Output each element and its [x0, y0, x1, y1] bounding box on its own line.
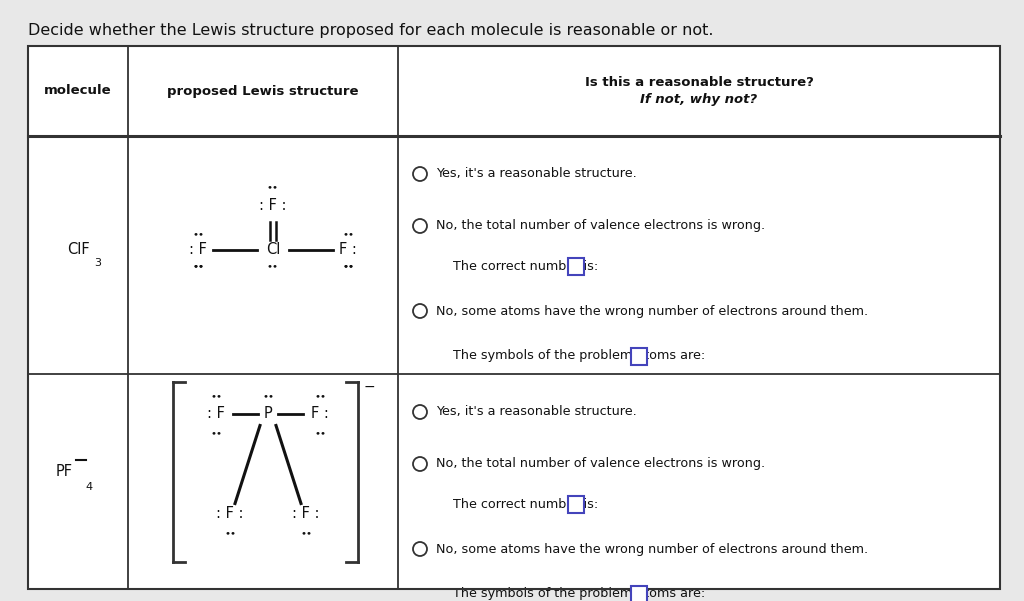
- Text: ••: ••: [342, 263, 354, 272]
- Text: If not, why not?: If not, why not?: [640, 94, 758, 106]
- Text: −: −: [364, 379, 376, 394]
- Bar: [631, 585, 647, 601]
- Text: 4: 4: [85, 481, 92, 492]
- Text: ••: ••: [224, 529, 236, 538]
- Bar: [631, 347, 647, 364]
- Text: The symbols of the problem atoms are:: The symbols of the problem atoms are:: [453, 588, 706, 600]
- Text: P: P: [263, 406, 272, 421]
- Text: : F :: : F :: [259, 198, 287, 213]
- Text: ••: ••: [300, 529, 312, 538]
- Text: ••: ••: [314, 429, 326, 438]
- Text: ••: ••: [210, 429, 222, 438]
- Text: ••: ••: [267, 263, 279, 272]
- Text: ••: ••: [314, 392, 326, 401]
- Bar: [568, 257, 584, 275]
- Text: ••: ••: [267, 183, 279, 192]
- Bar: [568, 495, 584, 513]
- Text: ••: ••: [193, 231, 204, 240]
- Text: : F :: : F :: [292, 506, 319, 521]
- Text: : F :: : F :: [216, 506, 244, 521]
- Text: : F: : F: [189, 242, 207, 257]
- Text: No, some atoms have the wrong number of electrons around them.: No, some atoms have the wrong number of …: [436, 305, 868, 317]
- Text: Decide whether the Lewis structure proposed for each molecule is reasonable or n: Decide whether the Lewis structure propo…: [28, 23, 714, 38]
- Text: No, the total number of valence electrons is wrong.: No, the total number of valence electron…: [436, 457, 765, 471]
- Text: Is this a reasonable structure?: Is this a reasonable structure?: [585, 76, 813, 88]
- Text: Yes, it's a reasonable structure.: Yes, it's a reasonable structure.: [436, 168, 637, 180]
- Text: PF: PF: [56, 464, 73, 479]
- Text: ••: ••: [262, 392, 274, 401]
- Text: Cl: Cl: [266, 242, 281, 257]
- Text: ••: ••: [342, 231, 354, 240]
- Text: The correct number is:: The correct number is:: [453, 498, 598, 510]
- Text: No, the total number of valence electrons is wrong.: No, the total number of valence electron…: [436, 219, 765, 233]
- Text: 3: 3: [94, 258, 101, 268]
- Text: F :: F :: [339, 242, 357, 257]
- Text: The correct number is:: The correct number is:: [453, 260, 598, 272]
- Text: molecule: molecule: [44, 85, 112, 97]
- Text: : F: : F: [207, 406, 225, 421]
- Text: The symbols of the problem atoms are:: The symbols of the problem atoms are:: [453, 350, 706, 362]
- Text: No, some atoms have the wrong number of electrons around them.: No, some atoms have the wrong number of …: [436, 543, 868, 555]
- Text: ClF: ClF: [67, 242, 89, 257]
- Text: proposed Lewis structure: proposed Lewis structure: [167, 85, 358, 97]
- Text: ••: ••: [210, 392, 222, 401]
- Text: Yes, it's a reasonable structure.: Yes, it's a reasonable structure.: [436, 406, 637, 418]
- Text: ••: ••: [193, 263, 204, 272]
- Text: ••: ••: [342, 263, 354, 272]
- Text: ••: ••: [193, 263, 204, 272]
- Text: F :: F :: [311, 406, 329, 421]
